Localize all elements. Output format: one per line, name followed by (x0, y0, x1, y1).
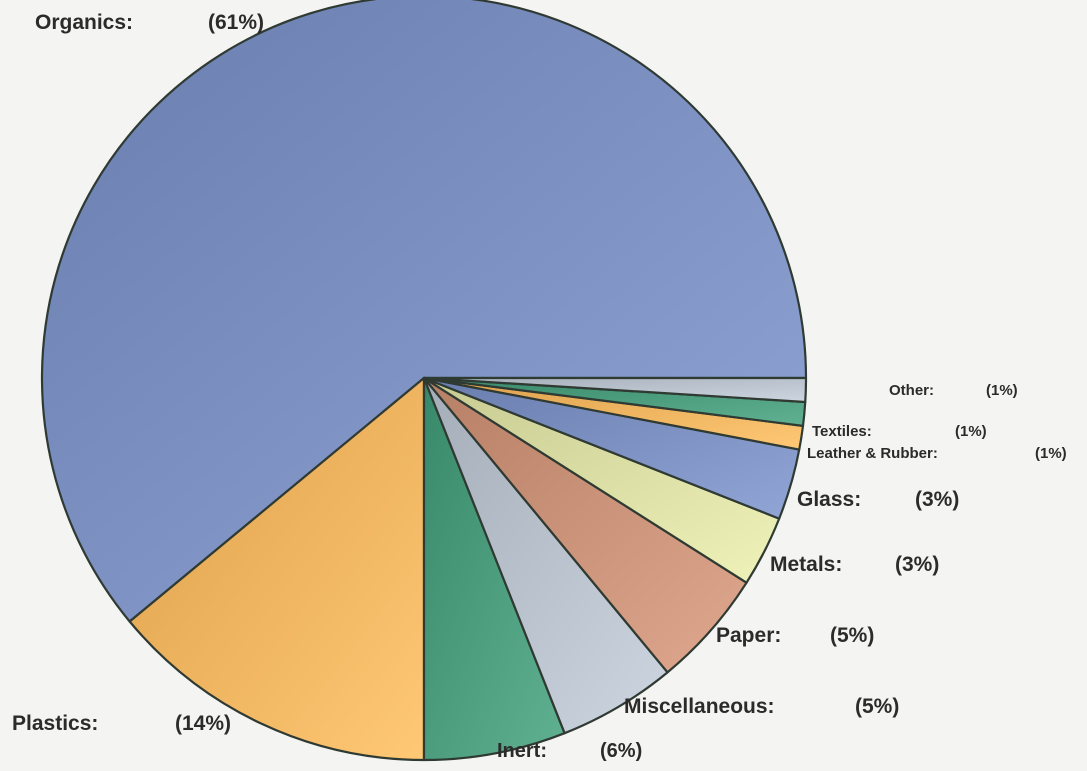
slice-percent-textiles: (1%) (955, 423, 987, 440)
slice-label-miscellaneous: Miscellaneous: (624, 695, 775, 718)
slice-percent-glass: (3%) (915, 488, 959, 511)
pie-slice-inert (422, 376, 566, 762)
slice-label-other: Other: (889, 382, 934, 399)
pie-slice-plastics (128, 376, 426, 762)
slice-label-textiles: Textiles: (812, 423, 872, 440)
slice-percent-other: (1%) (986, 382, 1018, 399)
slice-percent-metals: (3%) (895, 553, 939, 576)
slice-percent-inert: (6%) (600, 740, 642, 762)
slices-layer (40, 0, 808, 762)
pie-slice-other (422, 376, 808, 404)
slice-percent-organics: (61%) (208, 11, 264, 34)
slice-label-glass: Glass: (797, 488, 861, 511)
slice-percent-plastics: (14%) (175, 712, 231, 735)
slice-percent-paper: (5%) (830, 624, 874, 647)
labels-layer: Organics: (61%) Plastics: (14%) Inert: (6%) Mi… (12, 11, 1067, 762)
slice-label-paper: Paper: (716, 624, 781, 647)
slice-label-plastics: Plastics: (12, 712, 98, 735)
slice-percent-miscellaneous: (5%) (855, 695, 899, 718)
slice-label-organics: Organics: (35, 11, 133, 34)
slice-percent-leather-rubber: (1%) (1035, 445, 1067, 462)
slice-label-leather-rubber: Leather & Rubber: (807, 445, 938, 462)
pie-slice-organics (40, 0, 808, 623)
slice-label-metals: Metals: (770, 553, 842, 576)
slice-label-inert: Inert: (497, 740, 547, 762)
